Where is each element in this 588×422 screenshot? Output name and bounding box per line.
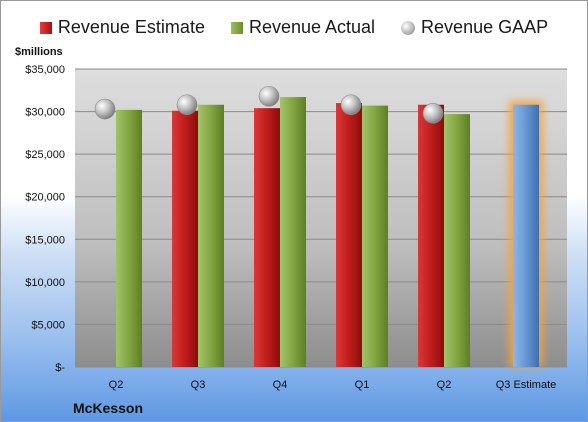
green-square-icon — [230, 21, 243, 34]
y-tick-label: $- — [55, 362, 65, 374]
gray-sphere-icon — [401, 20, 416, 35]
bar-estimate — [336, 103, 362, 368]
legend-label-actual: Revenue Actual — [248, 17, 376, 37]
bar-actual — [116, 109, 142, 368]
legend: Revenue Estimate Revenue Actual Revenue … — [1, 17, 587, 38]
bar-estimate — [418, 104, 444, 367]
y-tick-label: $30,000 — [25, 107, 65, 119]
legend-item-actual: Revenue Actual — [230, 17, 376, 38]
bar-actual — [362, 105, 388, 368]
gridlines — [75, 68, 567, 368]
y-tick-label: $25,000 — [25, 149, 65, 161]
y-tick-label: $20,000 — [25, 192, 65, 204]
bar-projection — [513, 104, 539, 367]
x-tick-label: Q1 — [355, 379, 370, 391]
gaap-marker — [422, 102, 444, 124]
x-tick-label: Q2 — [109, 379, 124, 391]
bar-actual — [198, 104, 224, 367]
gaap-marker — [340, 94, 362, 116]
legend-item-estimate: Revenue Estimate — [39, 17, 205, 38]
y-tick-label: $5,000 — [31, 319, 65, 331]
gaap-marker — [94, 98, 116, 120]
red-square-icon — [39, 21, 52, 34]
y-tick-label: $10,000 — [25, 277, 65, 289]
legend-item-gaap: Revenue GAAP — [401, 17, 548, 38]
plot-area — [75, 69, 567, 367]
bar-actual — [444, 114, 470, 367]
bar-estimate — [254, 108, 280, 367]
y-tick-label: $35,000 — [25, 64, 65, 76]
x-tick-label: Q3 — [191, 379, 206, 391]
x-tick-label: Q2 — [437, 379, 452, 391]
legend-label-estimate: Revenue Estimate — [57, 17, 205, 37]
gaap-markers — [94, 85, 444, 124]
bars — [116, 97, 543, 368]
gaap-marker — [258, 85, 280, 107]
company-name: McKesson — [73, 400, 144, 416]
y-tick-label: $15,000 — [25, 234, 65, 246]
y-axis-ticks: $- $5,000 $10,000 $15,000 $20,000 $25,000 $30,… — [25, 64, 65, 374]
legend-label-gaap: Revenue GAAP — [421, 17, 549, 37]
bar-estimate — [172, 110, 198, 367]
x-tick-label: Q3 Estimate — [496, 379, 557, 391]
x-axis-ticks: Q2 Q3 Q4 Q1 Q2 Q3 Estimate — [109, 379, 557, 391]
bar-actual — [280, 97, 306, 368]
x-tick-label: Q4 — [273, 379, 288, 391]
gaap-marker — [176, 94, 198, 116]
y-axis-unit-label: $millions — [15, 46, 63, 58]
